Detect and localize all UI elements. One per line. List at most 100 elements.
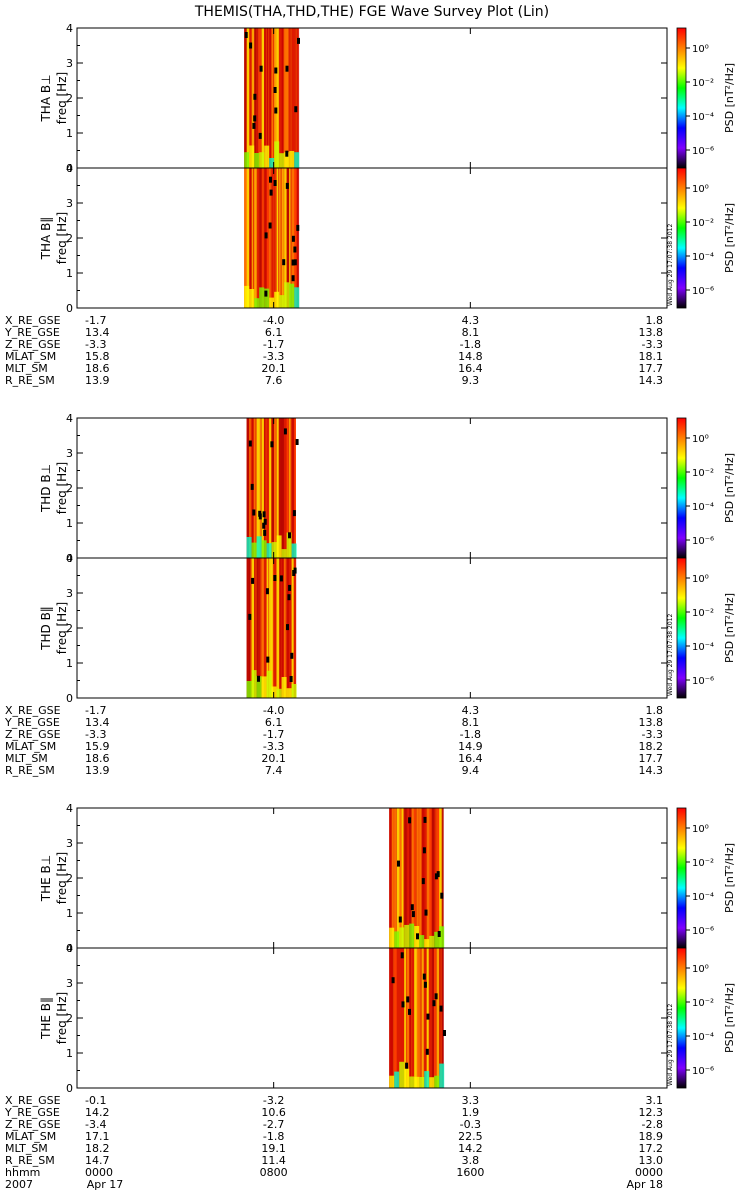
ephemeris-value: 3.8 <box>462 1154 480 1167</box>
spectrogram-column <box>441 948 444 1088</box>
y-tick-label: 2 <box>66 232 73 245</box>
spectrogram-low-band <box>294 287 300 308</box>
spectrogram-column <box>289 168 291 308</box>
colorbar-tick-label: 10⁰ <box>692 184 709 195</box>
panel-label: THD B⊥ <box>39 464 53 513</box>
ephemeris-label: MLT_SM <box>5 362 48 375</box>
ephemeris-value: 9.3 <box>462 374 480 387</box>
gyrofrequency-marker <box>273 87 277 93</box>
gyrofrequency-marker <box>262 522 266 529</box>
spectrogram-column <box>284 28 288 168</box>
spectrogram-column <box>281 28 284 168</box>
gyrofrequency-marker <box>286 624 289 631</box>
spectrogram-column <box>394 948 397 1088</box>
spectrogram-column <box>249 558 251 698</box>
gyrofrequency-marker <box>285 65 289 72</box>
ephemeris-value: -3.3 <box>642 338 663 351</box>
spectrogram-low-band <box>419 1077 425 1088</box>
spectrogram-low-band <box>276 688 282 698</box>
spectrogram-low-band <box>259 287 265 308</box>
colorbar <box>676 557 687 699</box>
spectrogram-column <box>291 28 295 168</box>
gyrofrequency-marker <box>391 977 395 984</box>
y-tick-label: 2 <box>66 482 73 495</box>
ephemeris-value: 1.8 <box>646 314 664 327</box>
colorbar-tick-label: 10⁻² <box>692 468 714 479</box>
spectrogram-column <box>271 168 274 308</box>
ephemeris-value: 7.6 <box>265 374 283 387</box>
spectrogram-column <box>424 948 427 1088</box>
spectrogram-column <box>411 948 415 1088</box>
spectrogram-low-band <box>409 1076 415 1088</box>
spectrogram-low-band <box>284 282 290 308</box>
colorbar-tick-label: 10⁻² <box>692 218 714 229</box>
ephemeris-value: -0.1 <box>85 1094 106 1107</box>
spectrogram-low-band <box>394 1071 400 1088</box>
ephemeris-value: -1.7 <box>263 338 284 351</box>
colorbar-label: PSD [nT²/Hz] <box>723 203 736 273</box>
spectrogram-column <box>429 808 433 948</box>
gyrofrequency-marker <box>291 275 295 282</box>
spectrogram-column <box>401 948 405 1088</box>
spectrogram-column <box>244 28 247 168</box>
spectrogram-column <box>251 558 255 698</box>
spectrogram-column <box>271 558 273 698</box>
ephemeris-value: 8.1 <box>462 716 480 729</box>
spectrogram-low-band <box>429 935 435 948</box>
spectrogram-column <box>284 558 286 698</box>
spectrogram-low-band <box>394 931 400 948</box>
panel-label: THD B‖ <box>39 606 53 651</box>
spectrogram-column <box>261 168 264 308</box>
y-tick-label: 2 <box>66 1012 73 1025</box>
ephemeris-value: 13.4 <box>85 716 110 729</box>
colorbar-label: PSD [nT²/Hz] <box>723 593 736 663</box>
y-tick-label: 0 <box>66 552 73 565</box>
ephemeris-value: 13.0 <box>639 1154 664 1167</box>
gyrofrequency-marker <box>423 981 427 988</box>
gyrofrequency-marker <box>291 235 295 242</box>
gyrofrequency-marker <box>416 933 419 940</box>
spectrogram-column <box>294 168 298 308</box>
colorbar <box>676 947 687 1089</box>
spectrogram-column <box>261 418 264 558</box>
spectrogram-low-band <box>256 536 262 558</box>
y-tick-label: 0 <box>66 302 73 315</box>
gyrofrequency-marker <box>436 871 440 878</box>
spectrogram-low-band <box>251 670 257 698</box>
spectrogram-low-band <box>429 1077 435 1088</box>
spectrogram-column <box>404 808 408 948</box>
colorbar-tick-label: 10⁻⁶ <box>692 146 714 157</box>
ephemeris-label: R_RE_SM <box>5 764 55 777</box>
spectrogram-low-band <box>286 532 292 558</box>
ephemeris-value: 13.9 <box>85 374 110 387</box>
ephemeris-value: -3.3 <box>263 350 284 363</box>
gyrofrequency-marker <box>424 909 428 916</box>
gyrofrequency-marker <box>421 878 425 885</box>
spectrogram-column <box>256 28 258 168</box>
colorbar-tick-label: 10⁻⁶ <box>692 536 714 547</box>
spectrogram-column <box>249 28 253 168</box>
spectrogram-column <box>416 808 419 948</box>
spectrogram-column <box>246 28 250 168</box>
spectrogram-column <box>414 808 416 948</box>
colorbar-tick-label: 10⁻⁶ <box>692 1066 714 1077</box>
spectrogram-low-band <box>439 926 445 948</box>
gyrofrequency-marker <box>434 873 438 880</box>
colorbar-tick-label: 10⁻⁴ <box>692 112 714 123</box>
gyrofrequency-marker <box>425 1048 429 1055</box>
spectrogram-low-band <box>291 543 297 558</box>
spectrogram-column <box>294 558 297 698</box>
spectrogram-low-band <box>244 152 250 168</box>
spectrogram-low-band <box>264 288 270 308</box>
y-tick-label: 0 <box>66 692 73 705</box>
spectrogram-low-band <box>279 153 285 168</box>
spectrogram-low-band <box>271 542 277 558</box>
ephemeris-value: -1.8 <box>460 728 481 741</box>
colorbar-tick-label: 10⁻² <box>692 78 714 89</box>
gyrofrequency-marker <box>290 652 294 659</box>
ephemeris-label: Z_RE_GSE <box>5 1118 61 1131</box>
gyrofrequency-marker <box>269 176 272 183</box>
spectrogram-column <box>271 28 273 168</box>
spectrogram-low-band <box>424 939 430 948</box>
gyrofrequency-marker <box>258 513 262 520</box>
